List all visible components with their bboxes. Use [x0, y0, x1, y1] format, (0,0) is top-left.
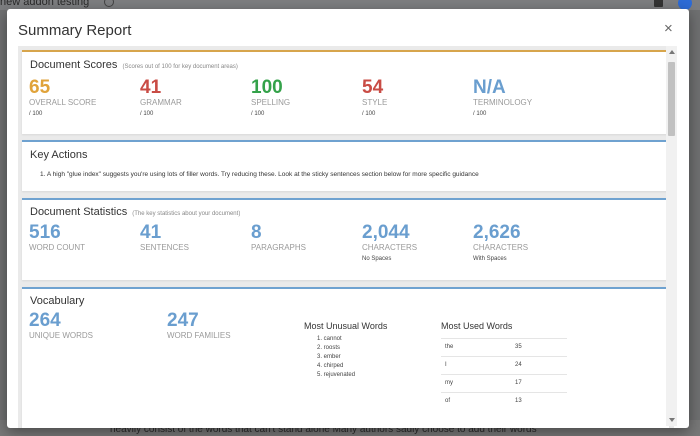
word-families-stat: 247 WORD FAMILIES — [167, 311, 231, 341]
stat-note: No Spaces — [362, 256, 392, 262]
most-unusual-words-title: Most Unusual Words — [304, 321, 388, 331]
score-label: OVERALL SCORE — [29, 98, 97, 107]
comments-icon — [654, 0, 663, 7]
stat-label: WORD COUNT — [29, 243, 85, 252]
sentences-stat: 41 SENTENCES — [140, 223, 189, 253]
stat-label: CHARACTERS — [362, 243, 418, 252]
word-cell: the — [445, 344, 454, 350]
stat-note: With Spaces — [473, 256, 507, 262]
most-unusual-words-list: 1. cannot 2. roosts 3. ember 4. chirped … — [317, 335, 355, 380]
document-statistics-subtitle: (The key statistics about your document) — [132, 211, 241, 217]
scroll-down-icon[interactable] — [669, 418, 675, 422]
word-cell: of — [445, 398, 451, 404]
word-count-stat: 516 WORD COUNT — [29, 223, 85, 253]
stat-value: 264 — [29, 310, 61, 331]
score-value: 54 — [362, 77, 384, 98]
count-cell: 24 — [515, 362, 522, 368]
document-scores-subtitle: (Scores out of 100 for key document area… — [122, 64, 238, 70]
stat-value: 8 — [251, 222, 262, 243]
table-row: my 17 — [441, 374, 567, 393]
stat-value: 516 — [29, 222, 61, 243]
stat-label: WORD FAMILIES — [167, 331, 231, 340]
count-cell: 17 — [515, 380, 522, 386]
scroll-up-icon[interactable] — [669, 50, 675, 54]
score-label: TERMINOLOGY — [473, 98, 533, 107]
document-statistics-card: Document Statistics (The key statistics … — [22, 198, 669, 280]
avatar — [678, 0, 692, 10]
score-max: / 100 — [251, 111, 265, 117]
spelling-score: 100 SPELLING / 100 — [251, 78, 290, 118]
stat-label: CHARACTERS — [473, 243, 529, 252]
terminology-score: N/A TERMINOLOGY / 100 — [473, 78, 532, 118]
score-max: / 100 — [473, 111, 487, 117]
score-label: STYLE — [362, 98, 388, 107]
score-value: 100 — [251, 77, 283, 98]
count-cell: 35 — [515, 344, 522, 350]
stat-label: PARAGRAPHS — [251, 243, 306, 252]
key-action-item: 1. A high "glue index" suggests you're u… — [40, 171, 479, 178]
document-statistics-heading: Document Statistics — [30, 206, 128, 218]
modal-title: Summary Report — [18, 22, 132, 39]
grammar-score: 41 GRAMMAR / 100 — [140, 78, 182, 118]
score-max: / 100 — [29, 111, 43, 117]
unique-words-stat: 264 UNIQUE WORDS — [29, 311, 93, 341]
stat-value: 2,044 — [362, 222, 410, 243]
list-item: 5. rejuvenated — [317, 372, 356, 378]
summary-report-modal: Summary Report × Document Scores (Scores… — [7, 9, 689, 428]
background-doc-title: new addon testing — [0, 0, 90, 8]
stat-value: 2,626 — [473, 222, 521, 243]
style-score: 54 STYLE / 100 — [362, 78, 387, 118]
score-label: SPELLING — [251, 98, 291, 107]
score-value: N/A — [473, 77, 506, 98]
document-statistics-title: Document Statistics (The key statistics … — [30, 206, 240, 218]
document-scores-title: Document Scores (Scores out of 100 for k… — [30, 59, 238, 71]
vocabulary-card: Vocabulary 264 UNIQUE WORDS 247 WORD FAM… — [22, 287, 669, 428]
characters-no-spaces-stat: 2,044 CHARACTERS No Spaces — [362, 223, 417, 263]
background-document-text: heavily consist of the words that can't … — [110, 424, 537, 435]
list-item: 2. roosts — [317, 345, 341, 351]
most-used-words-title: Most Used Words — [441, 321, 513, 331]
table-row: of 13 — [441, 392, 567, 411]
most-used-words-table: the 35 I 24 my 17 of 13 — [441, 338, 567, 428]
stat-value: 247 — [167, 310, 199, 331]
key-actions-title: Key Actions — [30, 149, 88, 161]
background-toolbar — [0, 0, 700, 10]
document-scores-card: Document Scores (Scores out of 100 for k… — [22, 50, 669, 134]
stat-label: SENTENCES — [140, 243, 189, 252]
characters-with-spaces-stat: 2,626 CHARACTERS With Spaces — [473, 223, 528, 263]
paragraphs-stat: 8 PARAGRAPHS — [251, 223, 306, 253]
score-value: 65 — [29, 77, 51, 98]
list-item: 4. chirped — [317, 363, 344, 369]
list-item: 1. cannot — [317, 336, 342, 342]
score-max: / 100 — [362, 111, 376, 117]
scrollbar[interactable] — [666, 46, 677, 426]
score-max: / 100 — [140, 111, 154, 117]
vocabulary-title: Vocabulary — [30, 295, 85, 307]
count-cell: 13 — [515, 398, 522, 404]
scroll-thumb[interactable] — [668, 62, 675, 136]
history-icon — [104, 0, 114, 7]
word-cell: my — [445, 380, 453, 386]
stat-value: 41 — [140, 222, 162, 243]
modal-body[interactable]: Document Scores (Scores out of 100 for k… — [18, 46, 674, 428]
document-scores-heading: Document Scores — [30, 59, 118, 71]
key-actions-card: Key Actions 1. A high "glue index" sugge… — [22, 140, 669, 191]
list-item: 3. ember — [317, 354, 341, 360]
table-row: the 35 — [441, 338, 567, 357]
score-value: 41 — [140, 77, 162, 98]
overall-score: 65 OVERALL SCORE / 100 — [29, 78, 96, 118]
stat-label: UNIQUE WORDS — [29, 331, 93, 340]
word-cell: I — [445, 362, 447, 368]
close-button[interactable]: × — [664, 20, 673, 37]
score-label: GRAMMAR — [140, 98, 182, 107]
table-row: I 24 — [441, 356, 567, 375]
